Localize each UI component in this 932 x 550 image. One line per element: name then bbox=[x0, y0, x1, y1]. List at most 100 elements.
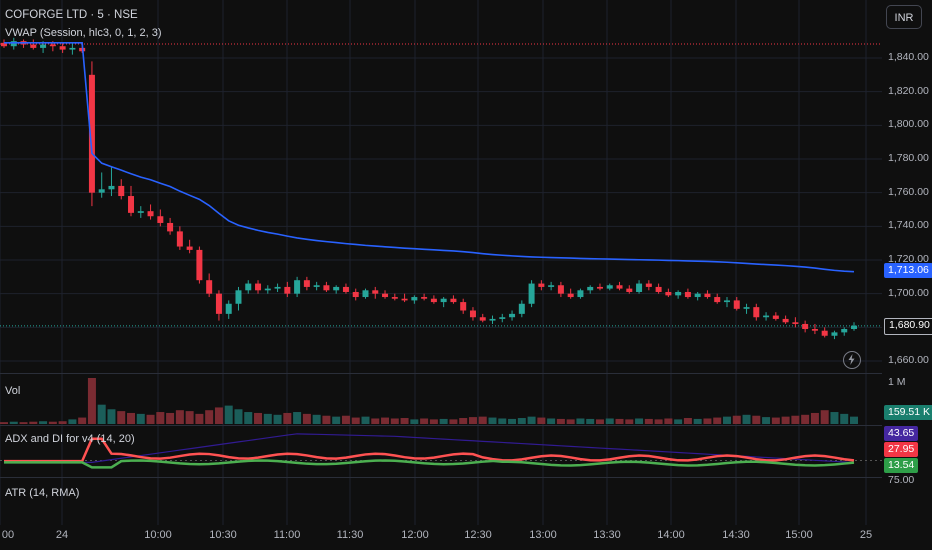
volume-bar bbox=[762, 417, 771, 424]
volume-bar bbox=[293, 412, 302, 424]
volume-bar bbox=[840, 413, 849, 424]
price-tick-label: 1,720.00 bbox=[888, 253, 929, 265]
atr-legend[interactable]: ATR (14, RMA) bbox=[5, 487, 80, 499]
adx-pane-separator[interactable] bbox=[0, 425, 882, 426]
volume-bar bbox=[683, 418, 692, 424]
volume-bar bbox=[19, 422, 28, 424]
volume-bar bbox=[791, 415, 800, 424]
candle-body bbox=[802, 323, 809, 330]
candle-body bbox=[294, 280, 301, 294]
volume-bar bbox=[283, 412, 292, 424]
time-tick-label: 12:00 bbox=[401, 529, 429, 541]
candle-body bbox=[323, 285, 330, 291]
volume-bar bbox=[527, 416, 536, 424]
volume-legend[interactable]: Vol bbox=[5, 385, 21, 397]
volume-bar bbox=[78, 417, 87, 424]
adx-legend[interactable]: ADX and DI for v4 (14, 20) bbox=[5, 433, 135, 445]
volume-bar bbox=[810, 412, 819, 424]
volume-bar bbox=[459, 418, 468, 424]
candle-body bbox=[606, 285, 613, 289]
candle-body bbox=[489, 318, 496, 321]
candle-body bbox=[215, 293, 222, 314]
candle-body bbox=[518, 303, 525, 314]
volume-bar bbox=[644, 418, 653, 424]
candle-body bbox=[40, 44, 47, 48]
candle-body bbox=[157, 216, 164, 223]
candle-body bbox=[128, 196, 135, 213]
candle-body bbox=[440, 298, 447, 303]
symbol-legend[interactable]: COFORGE LTD · 5 · NSE bbox=[5, 9, 138, 21]
candle-body bbox=[206, 280, 213, 294]
time-tick-label: 11:30 bbox=[336, 529, 364, 541]
volume-bar bbox=[117, 411, 126, 424]
volume-bar bbox=[107, 409, 116, 424]
candle-body bbox=[264, 288, 271, 291]
candle-body bbox=[186, 246, 193, 250]
di-plus-badge: 13.54 bbox=[884, 458, 919, 473]
volume-bar bbox=[693, 418, 702, 424]
currency-button[interactable]: INR bbox=[886, 5, 922, 29]
candle-body bbox=[587, 286, 594, 291]
volume-bar bbox=[566, 419, 575, 424]
volume-bar bbox=[537, 417, 546, 424]
volume-bar bbox=[478, 416, 487, 424]
candle-body bbox=[743, 307, 750, 309]
volume-bar bbox=[0, 422, 8, 424]
volume-bar bbox=[439, 418, 448, 424]
time-tick-label: 14:00 bbox=[657, 529, 685, 541]
volume-axis-label: 1 M bbox=[888, 376, 906, 388]
volume-bar bbox=[224, 405, 233, 424]
candle-body bbox=[577, 290, 584, 298]
volume-bar bbox=[9, 421, 18, 424]
time-tick-label: 11:00 bbox=[273, 529, 301, 541]
volume-bar bbox=[830, 412, 839, 424]
candle-body bbox=[108, 185, 115, 190]
candle-body bbox=[831, 332, 838, 336]
volume-bar bbox=[390, 418, 399, 424]
candle-body bbox=[167, 222, 174, 232]
candle-body bbox=[714, 297, 721, 303]
price-tick-label: 1,800.00 bbox=[888, 118, 929, 131]
volume-bar bbox=[781, 416, 790, 424]
atr-pane-separator[interactable] bbox=[0, 477, 882, 478]
candle-body bbox=[59, 46, 66, 50]
candle-body bbox=[225, 303, 232, 314]
candle-body bbox=[147, 211, 154, 217]
volume-bar bbox=[361, 416, 370, 424]
candle-body bbox=[723, 300, 730, 303]
candle-body bbox=[509, 313, 516, 318]
volume-bar bbox=[29, 421, 38, 424]
volume-bar bbox=[302, 413, 311, 424]
lightning-bolt-icon[interactable] bbox=[843, 351, 861, 369]
volume-bar bbox=[146, 414, 155, 424]
price-tick-label: 1,780.00 bbox=[888, 152, 929, 164]
candle-body bbox=[792, 322, 799, 324]
time-tick-label: 14:30 bbox=[722, 529, 750, 541]
vwap-legend[interactable]: VWAP (Session, hlc3, 0, 1, 2, 3) bbox=[5, 27, 162, 39]
candle-body bbox=[255, 283, 262, 291]
price-tick-label: 1,820.00 bbox=[888, 84, 929, 97]
time-tick-label: 15:00 bbox=[785, 529, 813, 541]
volume-bar bbox=[664, 418, 673, 424]
volume-badge: 159.51 K bbox=[884, 405, 932, 420]
candle-body bbox=[772, 315, 779, 319]
volume-bar bbox=[615, 418, 624, 424]
time-tick-label: 25 bbox=[859, 529, 873, 541]
candle-body bbox=[596, 286, 603, 289]
volume-bar bbox=[381, 417, 390, 424]
candle-body bbox=[655, 286, 662, 292]
volume-pane-separator[interactable] bbox=[0, 373, 882, 374]
candle-body bbox=[333, 286, 340, 291]
volume-bar bbox=[400, 418, 409, 424]
volume-bar bbox=[39, 421, 48, 424]
volume-bar bbox=[654, 419, 663, 424]
candle-body bbox=[567, 293, 574, 298]
volume-bar bbox=[244, 412, 253, 424]
time-tick-label: 10:00 bbox=[144, 529, 172, 541]
volume-bar bbox=[185, 411, 194, 424]
vwap-line bbox=[4, 42, 855, 273]
candle-body bbox=[851, 325, 857, 330]
volume-bar bbox=[742, 414, 751, 424]
